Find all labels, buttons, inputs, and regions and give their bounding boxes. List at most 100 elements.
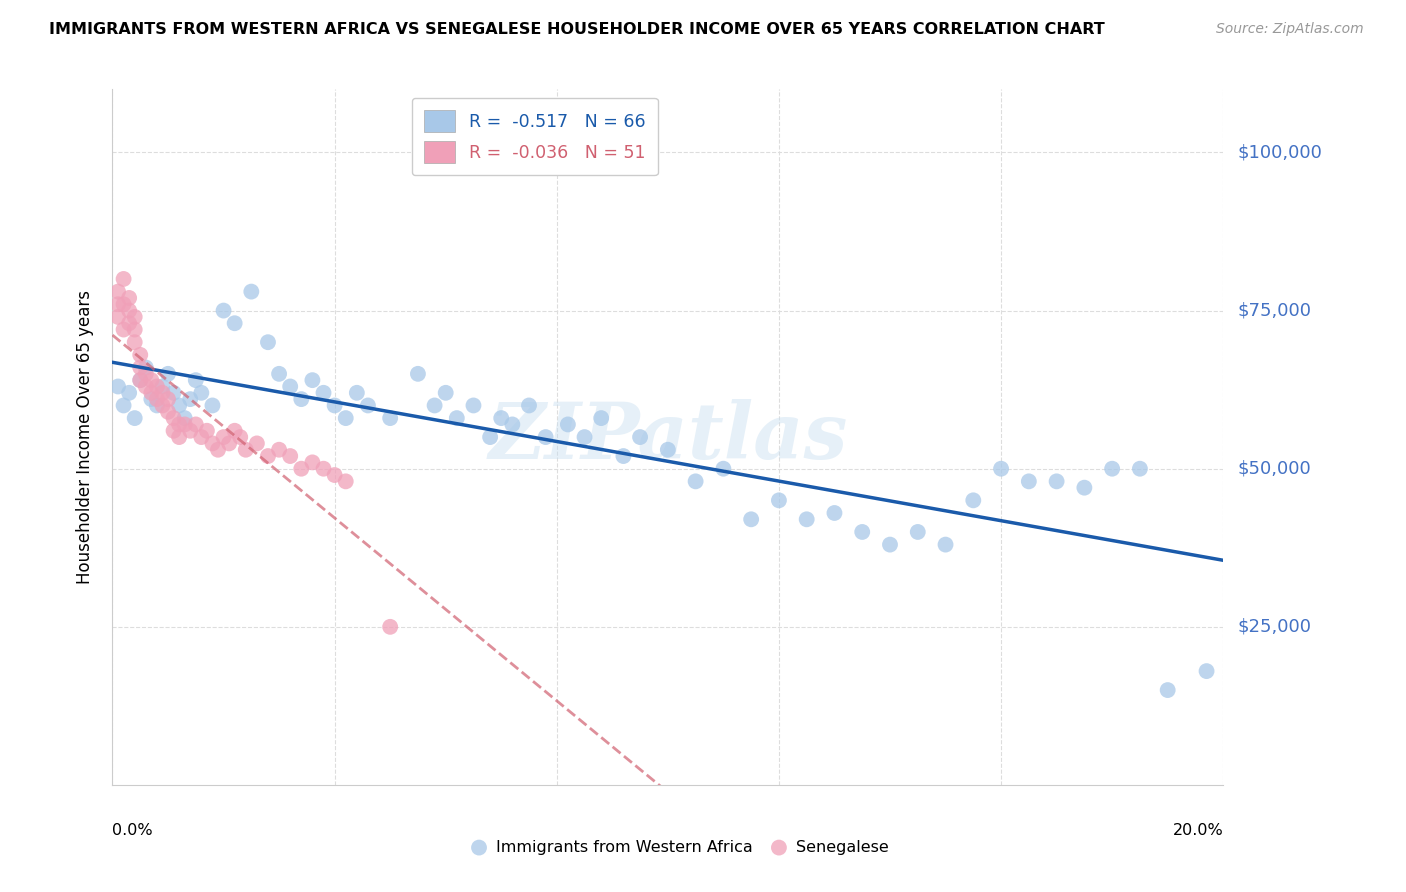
Point — [190, 430, 212, 444]
Point — [162, 385, 184, 400]
Point — [146, 399, 169, 413]
Point — [879, 538, 901, 552]
Point — [118, 316, 141, 330]
Text: Senegalese: Senegalese — [796, 840, 889, 855]
Point — [167, 430, 190, 444]
Point — [685, 475, 707, 489]
Point — [851, 524, 873, 539]
Point — [190, 385, 212, 400]
Point — [312, 461, 335, 475]
Point — [657, 442, 679, 457]
Point — [135, 367, 157, 381]
Point — [141, 385, 163, 400]
Point — [267, 367, 291, 381]
Point — [162, 424, 184, 438]
Point — [141, 373, 163, 387]
Point — [257, 335, 280, 350]
Point — [152, 379, 174, 393]
Point — [118, 385, 141, 400]
Point — [124, 310, 146, 324]
Point — [235, 442, 257, 457]
Point — [118, 303, 141, 318]
Point — [112, 272, 135, 286]
Point — [463, 399, 485, 413]
Text: Source: ZipAtlas.com: Source: ZipAtlas.com — [1216, 22, 1364, 37]
Point — [195, 424, 218, 438]
Point — [824, 506, 846, 520]
Point — [1156, 683, 1178, 698]
Point — [112, 322, 135, 336]
Point — [257, 449, 280, 463]
Point — [184, 417, 207, 432]
Point — [278, 449, 301, 463]
Point — [129, 348, 152, 362]
Text: $50,000: $50,000 — [1237, 459, 1310, 478]
Point — [290, 461, 312, 475]
Point — [157, 367, 180, 381]
Point — [201, 399, 224, 413]
Point — [768, 493, 790, 508]
Point — [1073, 481, 1095, 495]
Point — [406, 367, 429, 381]
Point — [107, 297, 129, 311]
Point — [267, 442, 291, 457]
Point — [141, 392, 163, 406]
Point — [167, 399, 190, 413]
Point — [323, 399, 346, 413]
Point — [112, 399, 135, 413]
Text: IMMIGRANTS FROM WESTERN AFRICA VS SENEGALESE HOUSEHOLDER INCOME OVER 65 YEARS CO: IMMIGRANTS FROM WESTERN AFRICA VS SENEGA… — [49, 22, 1105, 37]
Point — [118, 291, 141, 305]
Point — [146, 392, 169, 406]
Point — [612, 449, 634, 463]
Point — [1101, 461, 1123, 475]
Point — [179, 392, 201, 406]
Point — [212, 303, 235, 318]
Point — [434, 385, 457, 400]
Point — [628, 430, 651, 444]
Point — [135, 379, 157, 393]
Point — [129, 373, 152, 387]
Text: Immigrants from Western Africa: Immigrants from Western Africa — [496, 840, 752, 855]
Point — [124, 322, 146, 336]
Point — [167, 417, 190, 432]
Point — [207, 442, 229, 457]
Point — [591, 411, 613, 425]
Point — [157, 392, 180, 406]
Point — [557, 417, 579, 432]
Point — [129, 373, 152, 387]
Point — [224, 424, 246, 438]
Point — [162, 411, 184, 425]
Point — [152, 385, 174, 400]
Point — [240, 285, 263, 299]
Point — [501, 417, 523, 432]
Point — [290, 392, 312, 406]
Point — [157, 405, 180, 419]
Point — [201, 436, 224, 450]
Point — [380, 620, 402, 634]
Point — [124, 411, 146, 425]
Point — [301, 455, 323, 469]
Point — [990, 461, 1012, 475]
Point — [129, 360, 152, 375]
Point — [907, 524, 929, 539]
Text: $25,000: $25,000 — [1237, 618, 1312, 636]
Point — [1018, 475, 1040, 489]
Point — [380, 411, 402, 425]
Y-axis label: Householder Income Over 65 years: Householder Income Over 65 years — [76, 290, 94, 584]
Point — [934, 538, 956, 552]
Point — [184, 373, 207, 387]
Point — [479, 430, 502, 444]
Point — [179, 424, 201, 438]
Point — [335, 411, 357, 425]
Point — [574, 430, 596, 444]
Text: $100,000: $100,000 — [1237, 144, 1322, 161]
Point — [446, 411, 468, 425]
Point — [1129, 461, 1152, 475]
Point — [224, 316, 246, 330]
Point — [534, 430, 557, 444]
Point — [740, 512, 762, 526]
Point — [135, 360, 157, 375]
Point — [212, 430, 235, 444]
Point — [346, 385, 368, 400]
Text: $75,000: $75,000 — [1237, 301, 1312, 319]
